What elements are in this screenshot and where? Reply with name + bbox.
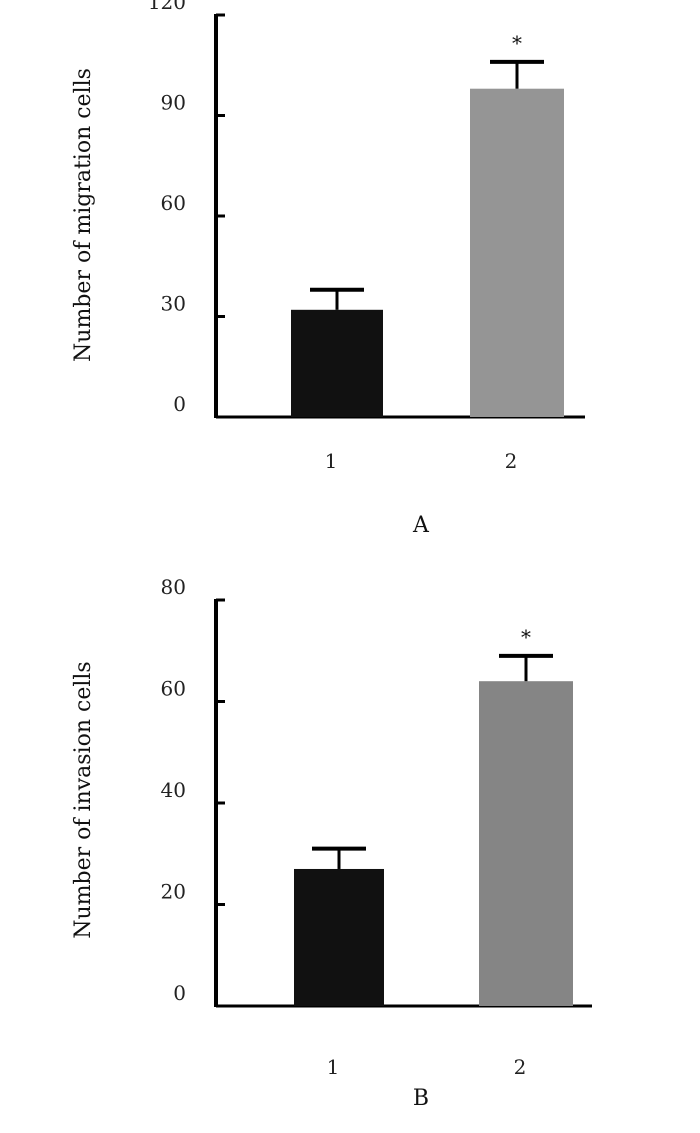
y-tick-label: 20 [161, 880, 186, 904]
y-tick-label: 30 [161, 292, 186, 316]
x-tick-label: 1 [327, 1055, 340, 1079]
y-tick-label: 120 [148, 0, 186, 14]
bar [479, 681, 573, 1006]
significance-marker: * [521, 625, 531, 649]
error-bars-a [310, 59, 544, 310]
x-tick-label: 1 [325, 449, 338, 473]
bars-b [294, 681, 573, 1006]
y-tick-label: 0 [173, 981, 186, 1005]
error-bars-b [312, 653, 553, 869]
bars-a [291, 88, 564, 417]
y-ticks-a [216, 13, 225, 419]
y-ticks-b [216, 598, 225, 1008]
bar [294, 868, 384, 1006]
annotations-a: * [512, 31, 522, 55]
y-tick-label: 80 [161, 575, 186, 599]
bar [291, 309, 383, 417]
x-tick-label: 2 [505, 449, 518, 473]
y-tick-label: 0 [173, 392, 186, 416]
annotations-b: * [521, 625, 531, 649]
x-tick-label: 2 [514, 1055, 527, 1079]
y-axis-title-b: Number of invasion cells [71, 661, 96, 938]
panel-label-b: B [413, 1086, 429, 1111]
y-tick-label: 90 [161, 91, 186, 115]
y-tick-labels-b: 0 20 40 60 80 [161, 575, 186, 1005]
significance-marker: * [512, 31, 522, 55]
y-tick-label: 60 [161, 191, 186, 215]
bar [470, 88, 564, 417]
y-tick-label: 40 [161, 778, 186, 802]
y-axis-title-a: Number of migration cells [71, 68, 96, 362]
y-tick-labels-a: 0 30 60 90 120 [148, 0, 186, 416]
y-tick-label: 60 [161, 677, 186, 701]
panel-label-a: A [412, 513, 430, 538]
